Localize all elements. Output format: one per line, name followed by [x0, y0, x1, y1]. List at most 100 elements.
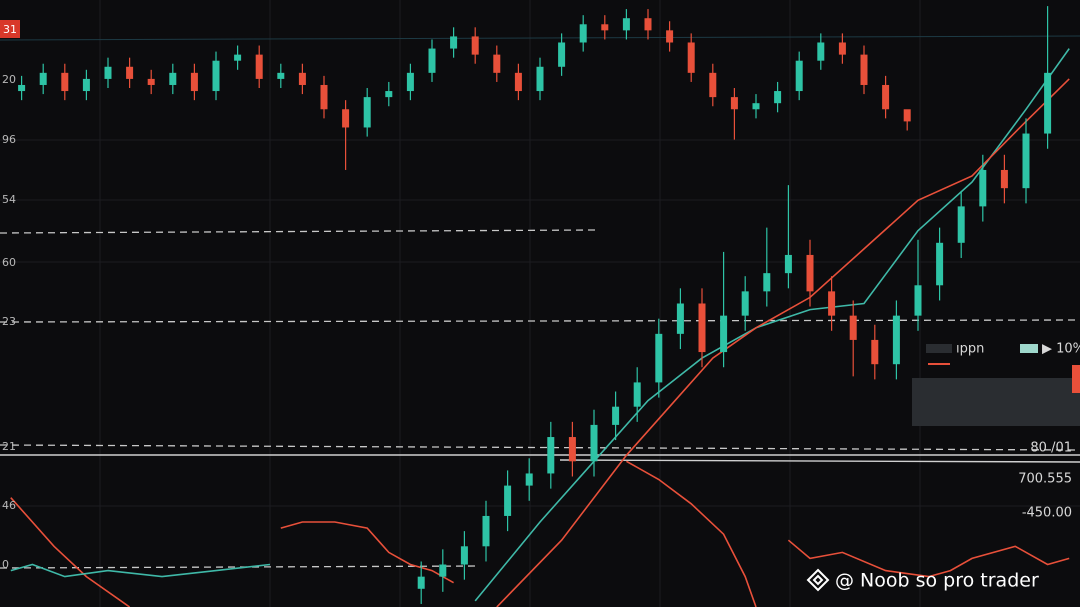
solid-levels — [0, 454, 1080, 463]
candle-body — [709, 72, 717, 98]
candle-body — [547, 437, 555, 474]
badge: 31 — [3, 23, 17, 36]
candle-body — [828, 291, 836, 316]
y-axis-label: 54 — [2, 193, 16, 206]
watermark: @ Noob so pro trader — [835, 570, 1039, 592]
candle-body — [255, 54, 263, 79]
dashed-levels — [0, 229, 1080, 569]
candle-body — [169, 72, 177, 85]
candle-body — [579, 24, 587, 43]
candle-body — [806, 254, 814, 292]
candle-body — [471, 36, 479, 55]
legend-label: ıppn — [956, 342, 984, 357]
candle-body — [363, 97, 371, 128]
candle-body — [61, 72, 69, 92]
candle-body — [104, 66, 112, 79]
y-axis-label: 60 — [2, 256, 16, 269]
legend-swatch — [926, 344, 952, 353]
candle-body — [298, 72, 306, 85]
candle-body — [406, 72, 414, 92]
candle-body — [633, 382, 641, 407]
candle-body — [903, 109, 911, 122]
candle-body — [482, 515, 490, 547]
candle-body — [741, 291, 749, 316]
candle-body — [234, 54, 242, 61]
candle-body — [936, 242, 944, 286]
y-axis-label: 0 — [2, 558, 9, 571]
candle-body — [558, 42, 566, 67]
candle-body — [871, 339, 879, 365]
candle-body — [957, 206, 965, 243]
legend-value: ▶ 10% — [1042, 342, 1080, 357]
marks — [10, 6, 1070, 607]
indicator-line — [496, 78, 1070, 607]
badge-box — [0, 20, 20, 38]
candle-body — [979, 169, 987, 207]
candle-body — [817, 42, 825, 61]
y-axis-label: 46 — [2, 499, 16, 512]
price-marker — [1072, 365, 1080, 393]
indicator-line — [626, 460, 757, 607]
candle-body — [428, 48, 436, 73]
candle-body — [763, 273, 771, 292]
candle-body — [590, 424, 598, 462]
candle-body — [1022, 133, 1030, 189]
info-panel — [912, 378, 1080, 426]
legend-swatch — [1020, 344, 1038, 353]
candle-body — [82, 78, 90, 92]
candle-body — [320, 84, 328, 110]
candle-body — [720, 315, 728, 353]
candle-body — [601, 24, 609, 31]
candle-body — [18, 84, 26, 92]
candle-body — [439, 564, 447, 577]
candle-body — [676, 303, 684, 334]
right-label: 80 /01 — [1030, 441, 1072, 456]
candle-body — [860, 54, 868, 85]
indicator-line — [10, 563, 271, 578]
candle-body — [914, 285, 922, 316]
candle-body — [687, 42, 695, 73]
candle-body — [655, 333, 663, 383]
right-label: -450.00 — [1022, 506, 1072, 521]
candle-body — [838, 42, 846, 55]
candle-body — [493, 54, 501, 73]
candle-body — [795, 60, 803, 92]
candle-body — [1000, 169, 1008, 189]
candle-body — [882, 84, 890, 110]
candle-body — [752, 103, 760, 110]
candle-body — [277, 72, 285, 79]
candle-body — [892, 315, 900, 365]
candle-body — [644, 18, 652, 31]
candle-body — [450, 36, 458, 49]
candle-body — [342, 109, 350, 128]
candle-body — [774, 91, 782, 104]
candle-body — [666, 30, 674, 43]
candle-body — [612, 406, 620, 425]
candle-body — [460, 546, 468, 565]
candle-body — [536, 66, 544, 92]
indicator-line — [280, 521, 454, 584]
candle-body — [504, 485, 512, 516]
watermark-icon — [806, 568, 830, 592]
top-line — [0, 35, 1080, 41]
candle-body — [190, 72, 198, 92]
candle-body — [784, 254, 792, 274]
y-axis-label: 96 — [2, 133, 16, 146]
indicator-line — [10, 497, 131, 607]
candle-body — [417, 576, 425, 589]
y-axis-label: 23 — [2, 315, 16, 328]
candle-body — [525, 473, 533, 486]
candle-body — [212, 60, 220, 92]
candle-body — [1044, 72, 1052, 134]
indicator-line — [787, 539, 1070, 578]
candle-body — [730, 97, 738, 110]
candle-body — [147, 78, 155, 85]
candle-body — [622, 18, 630, 31]
y-axis-label: 21 — [2, 440, 16, 453]
candle-body — [514, 72, 522, 92]
candle-body — [126, 66, 134, 79]
candle-body — [698, 303, 706, 353]
